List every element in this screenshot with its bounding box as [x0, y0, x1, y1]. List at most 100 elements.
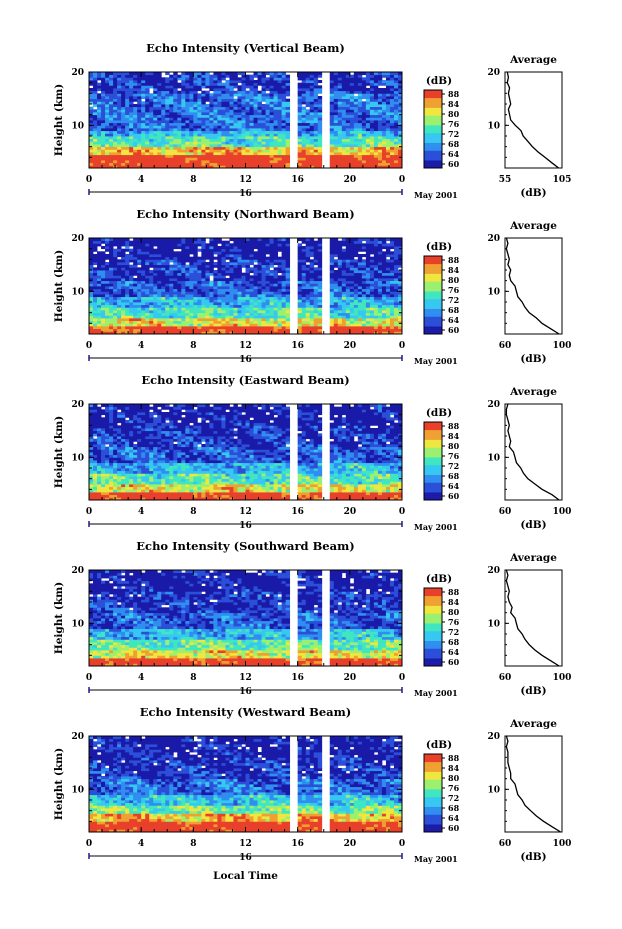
- heatmap-cell: [125, 286, 130, 290]
- heatmap-cell: [329, 120, 335, 124]
- heatmap-cell: [341, 80, 347, 84]
- heatmap-cell: [125, 128, 130, 132]
- heatmap-cell: [213, 256, 218, 260]
- heatmap-cell: [181, 259, 186, 263]
- heatmap-cell: [161, 152, 166, 156]
- heatmap-cell: [141, 312, 146, 316]
- heatmap-cell: [369, 162, 375, 166]
- heatmap-cell: [277, 146, 283, 150]
- heatmap-cell: [89, 109, 94, 113]
- heatmap-cell: [297, 304, 303, 308]
- heatmap-cell: [397, 320, 403, 324]
- heatmap-cell: [313, 302, 319, 306]
- heatmap-cell: [201, 104, 206, 108]
- heatmap-cell: [89, 310, 94, 314]
- heatmap-cell: [245, 323, 250, 327]
- heatmap-cell: [389, 272, 395, 276]
- heatmap-cell: [333, 312, 339, 316]
- heatmap-cell: [233, 106, 238, 110]
- heatmap-cell: [241, 120, 246, 124]
- heatmap-cell: [197, 106, 202, 110]
- heatmap-cell: [213, 165, 218, 169]
- heatmap-cell: [385, 114, 391, 118]
- heatmap-cell: [277, 299, 283, 303]
- heatmap-cell: [369, 106, 375, 110]
- heatmap-cell: [349, 112, 355, 116]
- heatmap-cell: [229, 272, 234, 276]
- heatmap-cell: [361, 288, 367, 292]
- heatmap-cell: [269, 128, 274, 132]
- heatmap-cell: [201, 288, 206, 292]
- heatmap-cell: [241, 146, 246, 150]
- heatmap-cell: [157, 326, 162, 330]
- heatmap-cell: [337, 262, 343, 266]
- heatmap-cell: [277, 283, 283, 287]
- heatmap-cell: [209, 272, 214, 276]
- heatmap-cell: [257, 136, 262, 140]
- heatmap-cell: [145, 318, 150, 322]
- heatmap-cell: [209, 96, 214, 100]
- heatmap-cell: [217, 323, 222, 327]
- heatmap-cell: [177, 112, 182, 116]
- heatmap-cell: [217, 304, 222, 308]
- heatmap-cell: [241, 326, 246, 330]
- heatmap-cell: [205, 93, 210, 97]
- heatmap-cell: [357, 291, 363, 295]
- heatmap-cell: [297, 157, 303, 161]
- heatmap-cell: [369, 307, 375, 311]
- heatmap-cell: [389, 283, 395, 287]
- heatmap-cell: [241, 286, 246, 290]
- heatmap-cell: [373, 262, 379, 266]
- heatmap-cell: [113, 120, 118, 124]
- heatmap-cell: [257, 90, 262, 94]
- heatmap-cell: [257, 272, 262, 276]
- heatmap-cell: [101, 331, 106, 335]
- heatmap-cell: [369, 264, 375, 268]
- heatmap-cell: [121, 328, 126, 332]
- heatmap-cell: [177, 141, 182, 145]
- heatmap-cell: [153, 138, 158, 142]
- heatmap-cell: [161, 272, 166, 276]
- heatmap-cell: [301, 272, 307, 276]
- heatmap-cell: [137, 326, 142, 330]
- heatmap-cell: [281, 304, 287, 308]
- heatmap-cell: [157, 130, 162, 134]
- heatmap-cell: [209, 296, 214, 300]
- heatmap-cell: [381, 138, 387, 142]
- heatmap-cell: [149, 264, 154, 268]
- heatmap-cell: [121, 262, 126, 266]
- heatmap-cell: [93, 82, 98, 86]
- heatmap-cell: [285, 278, 291, 282]
- heatmap-cell: [257, 149, 262, 153]
- heatmap-cell: [261, 144, 266, 148]
- heatmap-cell: [309, 109, 315, 113]
- heatmap-cell: [353, 304, 359, 308]
- heatmap-cell: [161, 104, 166, 108]
- colorbar-segment: [424, 115, 442, 118]
- heatmap-cell: [137, 120, 142, 124]
- heatmap-cell: [201, 283, 206, 287]
- heatmap-cell: [137, 74, 142, 78]
- heatmap-cell: [365, 296, 371, 300]
- heatmap-cell: [141, 280, 146, 284]
- heatmap-cell: [141, 270, 146, 274]
- heatmap-cell: [345, 304, 351, 308]
- heatmap-cell: [169, 294, 174, 298]
- heatmap-cell: [257, 157, 262, 161]
- heatmap-cell: [381, 272, 387, 276]
- heatmap-cell: [349, 74, 355, 78]
- heatmap-cell: [193, 264, 198, 268]
- heatmap-cell: [201, 90, 206, 94]
- heatmap-cell: [165, 256, 170, 260]
- heatmap-cell: [333, 74, 339, 78]
- heatmap-cell: [237, 299, 242, 303]
- heatmap-cell: [157, 162, 162, 166]
- heatmap-cell: [333, 77, 339, 81]
- heatmap-cell: [285, 114, 291, 118]
- heatmap-cell: [109, 104, 114, 108]
- heatmap-cell: [349, 331, 355, 335]
- heatmap-cell: [329, 149, 335, 153]
- heatmap-cell: [153, 72, 158, 76]
- heatmap-cell: [361, 254, 367, 258]
- heatmap-cell: [281, 157, 287, 161]
